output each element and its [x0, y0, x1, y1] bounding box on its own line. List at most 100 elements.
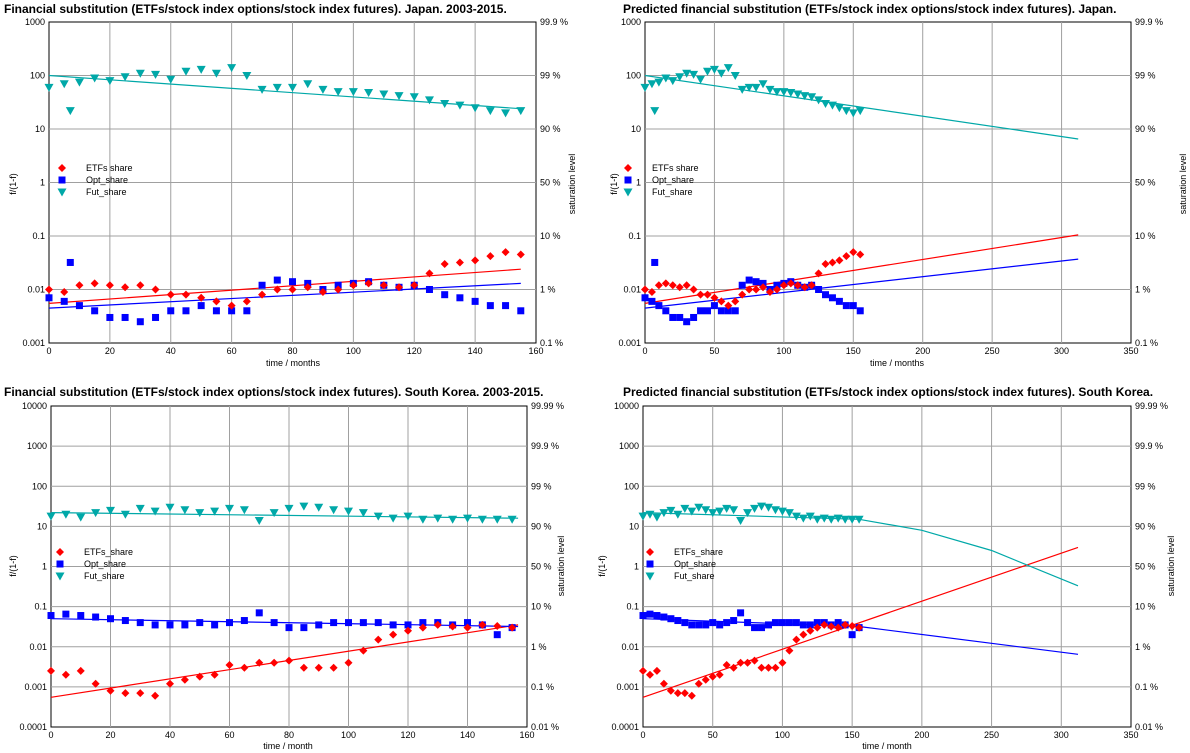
data-point [404, 621, 412, 629]
data-point [121, 617, 129, 625]
data-point [166, 679, 174, 688]
data-point [106, 506, 115, 515]
data-point [758, 624, 766, 632]
trend-line [48, 268, 521, 304]
y-tick-label: 0.01 [621, 642, 639, 652]
data-point [45, 294, 53, 302]
data-point [793, 281, 802, 290]
saturation-tick-label: 1 % [531, 642, 547, 652]
data-point [645, 510, 655, 519]
data-point [364, 279, 373, 288]
data-point [680, 689, 689, 698]
x-tick-label: 120 [407, 346, 422, 356]
data-point [690, 313, 698, 321]
y-tick-label: 0.001 [618, 338, 641, 348]
data-point [730, 72, 740, 80]
data-point [786, 89, 796, 98]
data-point [800, 283, 809, 292]
data-point [470, 104, 480, 113]
data-point [757, 502, 767, 511]
data-point [299, 502, 309, 511]
saturation-tick-label: 99.9 % [531, 441, 559, 451]
data-point [673, 689, 682, 698]
data-point [374, 635, 383, 644]
trend-line [644, 258, 1079, 309]
data-point [485, 107, 495, 116]
data-point [666, 686, 675, 695]
data-point [289, 278, 296, 286]
data-point [269, 509, 279, 518]
data-point [701, 675, 710, 684]
data-point [703, 290, 712, 299]
data-point [254, 517, 264, 526]
data-point [652, 513, 662, 522]
data-point [715, 670, 724, 679]
x-tick-label: 100 [341, 730, 356, 740]
data-point [807, 93, 817, 102]
x-tick-label: 350 [1123, 346, 1138, 356]
x-axis-label: time / month [862, 741, 912, 751]
y-tick-label: 0.0001 [611, 722, 639, 732]
data-point [46, 512, 56, 521]
data-point [358, 509, 368, 518]
data-point [333, 88, 343, 97]
data-point [842, 252, 851, 261]
data-point [647, 80, 657, 89]
data-point [709, 65, 719, 74]
data-point [210, 670, 219, 679]
data-point [210, 507, 220, 516]
data-point [722, 504, 732, 513]
trend-line [644, 234, 1079, 304]
data-point [737, 85, 747, 94]
trend-line [50, 624, 519, 698]
data-point [463, 514, 472, 523]
data-point [195, 509, 205, 518]
data-point [806, 626, 815, 635]
x-tick-label: 60 [224, 730, 234, 740]
x-tick-label: 120 [400, 730, 415, 740]
data-point [345, 619, 352, 627]
data-point [62, 610, 70, 618]
data-point [736, 658, 745, 667]
data-point [771, 663, 780, 672]
data-point [731, 307, 739, 315]
data-point [516, 107, 526, 116]
data-point [211, 621, 219, 629]
data-point [639, 612, 647, 620]
data-point [835, 297, 843, 305]
x-tick-label: 50 [708, 730, 718, 740]
data-point [211, 69, 221, 78]
data-point [404, 626, 412, 635]
data-point [471, 297, 479, 305]
data-point [150, 507, 160, 516]
data-point [334, 281, 342, 289]
y-axis-label: f/(1-f) [8, 555, 18, 577]
saturation-tick-label: 50 % [540, 178, 561, 188]
y-tick-label: 10000 [22, 401, 47, 411]
data-point [750, 656, 759, 665]
data-point [258, 290, 267, 299]
x-tick-label: 160 [519, 730, 534, 740]
data-point [849, 248, 858, 257]
saturation-tick-label: 50 % [531, 562, 552, 572]
legend-label: Opt_share [86, 175, 128, 185]
data-point [668, 281, 677, 290]
saturation-tick-label: 0.1 % [1135, 338, 1158, 348]
data-point [815, 286, 823, 293]
data-point [47, 612, 55, 620]
data-point [255, 658, 264, 667]
data-point [822, 291, 830, 299]
data-point [166, 290, 175, 299]
data-point [855, 107, 865, 116]
data-point [805, 512, 815, 521]
data-point [448, 515, 458, 524]
data-point [151, 691, 160, 700]
legend-label: Opt_share [674, 559, 716, 569]
saturation-tick-label: 99.99 % [1135, 401, 1168, 411]
data-point [91, 679, 100, 688]
data-point [660, 613, 668, 621]
y-tick-label: 0.0001 [19, 722, 47, 732]
data-point [772, 285, 781, 294]
data-point [738, 290, 747, 299]
data-point [814, 269, 823, 278]
